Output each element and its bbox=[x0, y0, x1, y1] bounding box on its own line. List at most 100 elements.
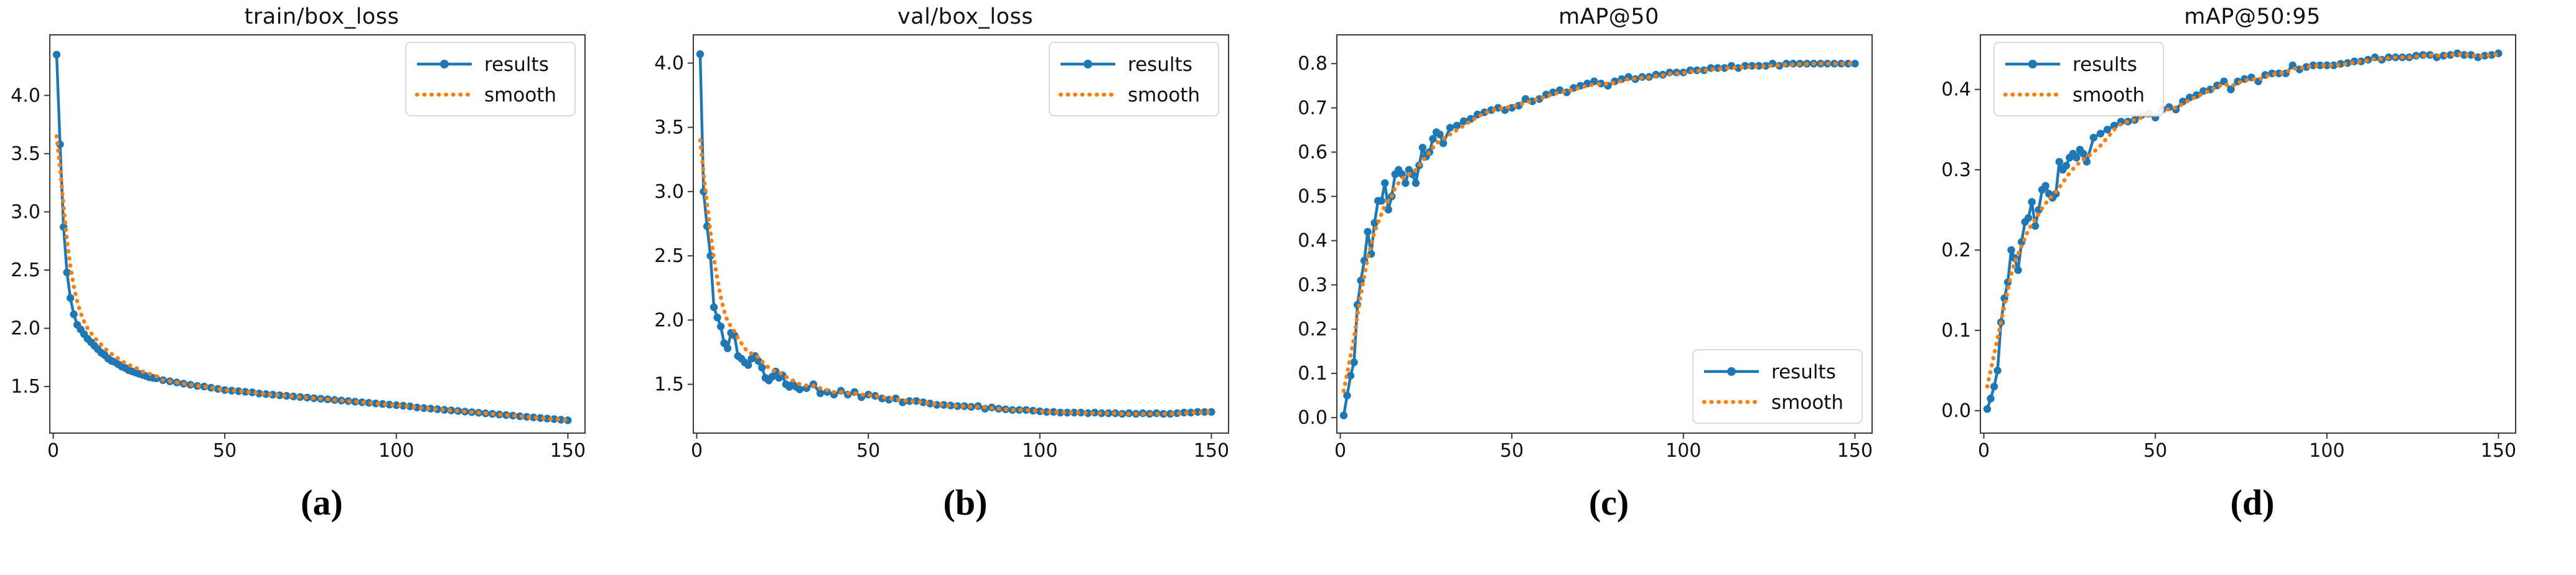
results-marker bbox=[816, 389, 825, 398]
results-marker bbox=[1207, 408, 1215, 416]
y-tick-label: 3.0 bbox=[654, 181, 684, 203]
results-marker bbox=[2028, 198, 2036, 206]
x-tick-label: 150 bbox=[2481, 440, 2516, 462]
y-tick-label: 1.5 bbox=[11, 376, 40, 398]
results-marker bbox=[1343, 391, 1351, 400]
results-marker bbox=[63, 268, 71, 276]
results-marker bbox=[2007, 246, 2015, 254]
chart-plot-map50-95: 0 50 100 150 0.0 0.1 0.2 0.3 0.4 results smooth bbox=[1941, 34, 2516, 462]
results-marker bbox=[1377, 197, 1385, 205]
results-marker bbox=[713, 314, 721, 322]
results-marker bbox=[1993, 367, 2002, 375]
results-marker bbox=[1446, 124, 1454, 132]
x-tick-label: 150 bbox=[1194, 440, 1229, 462]
x-tick-label: 150 bbox=[550, 440, 586, 462]
results-marker bbox=[2079, 149, 2087, 158]
chart-title: mAP@50 bbox=[1558, 4, 1659, 29]
legend-results-label: results bbox=[1771, 361, 1836, 383]
legend-box bbox=[1692, 349, 1863, 424]
y-tick-label: 0.8 bbox=[1298, 53, 1328, 75]
results-marker bbox=[1056, 408, 1065, 417]
y-tick-label: 0.1 bbox=[1941, 320, 1971, 342]
y-tick-label: 0.4 bbox=[1298, 230, 1328, 252]
results-marker bbox=[2041, 182, 2049, 190]
axes-frame bbox=[1336, 34, 1873, 434]
results-marker bbox=[1346, 372, 1355, 380]
x-tick-label: 100 bbox=[1022, 440, 1057, 462]
results-marker bbox=[754, 357, 762, 365]
results-marker bbox=[1453, 121, 1461, 129]
results-marker bbox=[2025, 214, 2033, 222]
axes-frame bbox=[49, 34, 586, 434]
legend-results-label: results bbox=[484, 54, 549, 76]
y-tick-label: 3.0 bbox=[11, 201, 40, 223]
smooth-line bbox=[698, 138, 1214, 416]
y-tick-label: 0.3 bbox=[1298, 274, 1328, 296]
results-marker bbox=[70, 310, 78, 319]
x-tick-label: 50 bbox=[856, 440, 880, 462]
results-marker bbox=[52, 50, 61, 58]
y-tick-label: 0.4 bbox=[1941, 79, 1971, 101]
y-tick-label: 0.0 bbox=[1298, 407, 1328, 429]
results-marker bbox=[1384, 205, 1392, 214]
chart-title: mAP@50:95 bbox=[2184, 4, 2321, 29]
chart-caption: (a) bbox=[301, 482, 343, 523]
results-marker bbox=[2323, 61, 2331, 70]
legend-results-marker bbox=[2028, 60, 2037, 68]
results-marker bbox=[2460, 51, 2468, 59]
results-marker bbox=[550, 415, 558, 423]
legend-results-label: results bbox=[1128, 54, 1192, 76]
y-tick-label: 2.0 bbox=[654, 309, 684, 331]
results-marker bbox=[1436, 130, 1444, 139]
results-marker bbox=[2330, 61, 2338, 70]
results-marker bbox=[2031, 222, 2040, 230]
results-marker bbox=[1983, 405, 1992, 413]
results-marker bbox=[1439, 139, 1448, 147]
results-marker bbox=[2103, 126, 2112, 134]
x-tick-label: 100 bbox=[378, 440, 414, 462]
x-tick-label: 150 bbox=[1837, 440, 1873, 462]
panel-val-box-loss: val/box_loss 0 50 100 150 1.5 2.0 2.5 3.0 3.5 4.0… bbox=[644, 0, 1287, 575]
results-marker bbox=[1077, 408, 1085, 417]
x-tick-label: 0 bbox=[691, 440, 703, 462]
y-tick-label: 0.7 bbox=[1298, 97, 1328, 119]
results-marker bbox=[1063, 408, 1072, 417]
results-marker bbox=[2014, 266, 2022, 274]
results-marker bbox=[66, 294, 75, 302]
y-tick-label: 4.0 bbox=[11, 85, 40, 106]
panel-map50: mAP@50 0 50 100 150 0.0 0.1 0.2 0.3 0.4 0.5 0.6 0.7… bbox=[1287, 0, 1931, 575]
smooth-line bbox=[1341, 61, 1857, 393]
y-tick-label: 0.5 bbox=[1298, 186, 1328, 208]
results-marker bbox=[1987, 395, 1995, 403]
results-marker bbox=[1851, 60, 1859, 68]
x-tick-label: 50 bbox=[2143, 440, 2167, 462]
y-tick-label: 3.5 bbox=[11, 143, 40, 165]
y-tick-label: 0.2 bbox=[1298, 319, 1328, 340]
results-marker bbox=[1418, 144, 1426, 152]
legend-smooth-label: smooth bbox=[2073, 84, 2145, 106]
y-tick-label: 0.2 bbox=[1941, 240, 1971, 261]
x-tick-label: 0 bbox=[1334, 440, 1346, 462]
chart-plot-map50: 0 50 100 150 0.0 0.1 0.2 0.3 0.4 0.5 0.6 0.7 0.8 resu… bbox=[1298, 34, 1873, 462]
x-tick-label: 0 bbox=[1978, 440, 1990, 462]
chart-caption: (d) bbox=[2230, 482, 2275, 523]
y-tick-label: 0.1 bbox=[1298, 363, 1328, 385]
results-marker bbox=[1187, 408, 1195, 417]
legend-smooth-label: smooth bbox=[1128, 84, 1200, 106]
results-marker bbox=[543, 414, 551, 423]
results-marker bbox=[744, 361, 752, 369]
results-marker bbox=[723, 344, 732, 352]
chart-plot-train-box-loss: 0 50 100 150 1.5 2.0 2.5 3.0 3.5 4.0 results smooth bbox=[11, 34, 586, 462]
chart-title: val/box_loss bbox=[897, 4, 1034, 29]
results-marker bbox=[758, 363, 766, 372]
smooth-line bbox=[1985, 52, 2501, 389]
legend-box bbox=[1993, 42, 2164, 116]
results-marker bbox=[2073, 154, 2081, 162]
x-tick-label: 100 bbox=[2309, 440, 2344, 462]
results-marker bbox=[1402, 179, 1410, 187]
axes-frame bbox=[1980, 34, 2516, 434]
results-marker bbox=[1350, 358, 1358, 367]
legend-results-marker bbox=[440, 60, 449, 68]
results-marker bbox=[1990, 383, 1998, 391]
